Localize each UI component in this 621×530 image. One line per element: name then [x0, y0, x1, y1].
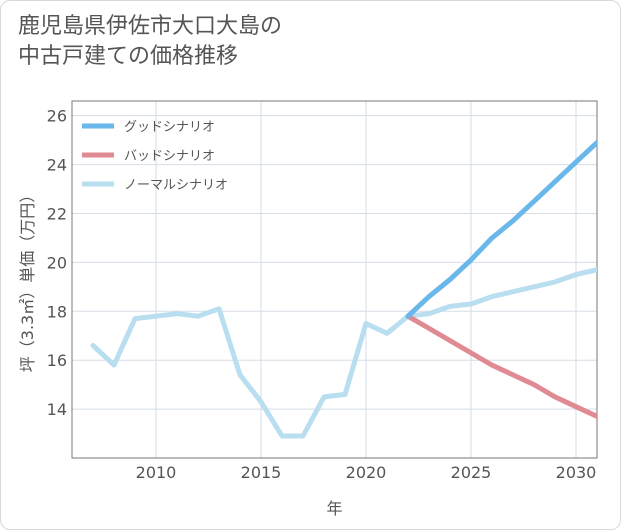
legend-label: グッドシナリオ: [124, 120, 215, 135]
x-tick-label: 2025: [451, 463, 492, 482]
x-axis-title: 年: [326, 499, 342, 518]
series-line-1: [405, 313, 597, 419]
series-line-0: [405, 140, 597, 319]
chart-title-line-2: 中古戸建ての価格推移: [18, 44, 239, 69]
y-tick-label: 20: [47, 253, 67, 272]
x-tick-label: 2010: [136, 463, 177, 482]
y-tick-label: 22: [47, 204, 67, 223]
series-line-2: [90, 267, 597, 439]
y-tick-label: 16: [47, 351, 67, 370]
y-tick-label: 26: [47, 107, 67, 126]
x-tick-label: 2015: [241, 463, 282, 482]
plot-frame: [71, 100, 598, 459]
tick-labels: 2010 2015 2020 2025 2030 14 16 18 20 22 24 26: [47, 107, 597, 482]
y-tick-label: 14: [47, 400, 67, 419]
y-tick-label: 18: [47, 302, 67, 321]
series-layer: [90, 140, 597, 439]
chart-title: 鹿児島県伊佐市大口大島の 中古戸建ての価格推移: [18, 12, 282, 72]
legend-label: バッドシナリオ: [124, 149, 215, 164]
chart-title-line-1: 鹿児島県伊佐市大口大島の: [18, 14, 283, 39]
y-axis-title: 坪（3.3㎡）単価（万円）: [18, 187, 37, 372]
y-tick-label: 24: [47, 156, 67, 175]
legend-label: ノーマルシナリオ: [124, 178, 228, 193]
x-tick-label: 2030: [556, 463, 597, 482]
x-tick-label: 2020: [346, 463, 387, 482]
grid-lines: [72, 101, 597, 458]
